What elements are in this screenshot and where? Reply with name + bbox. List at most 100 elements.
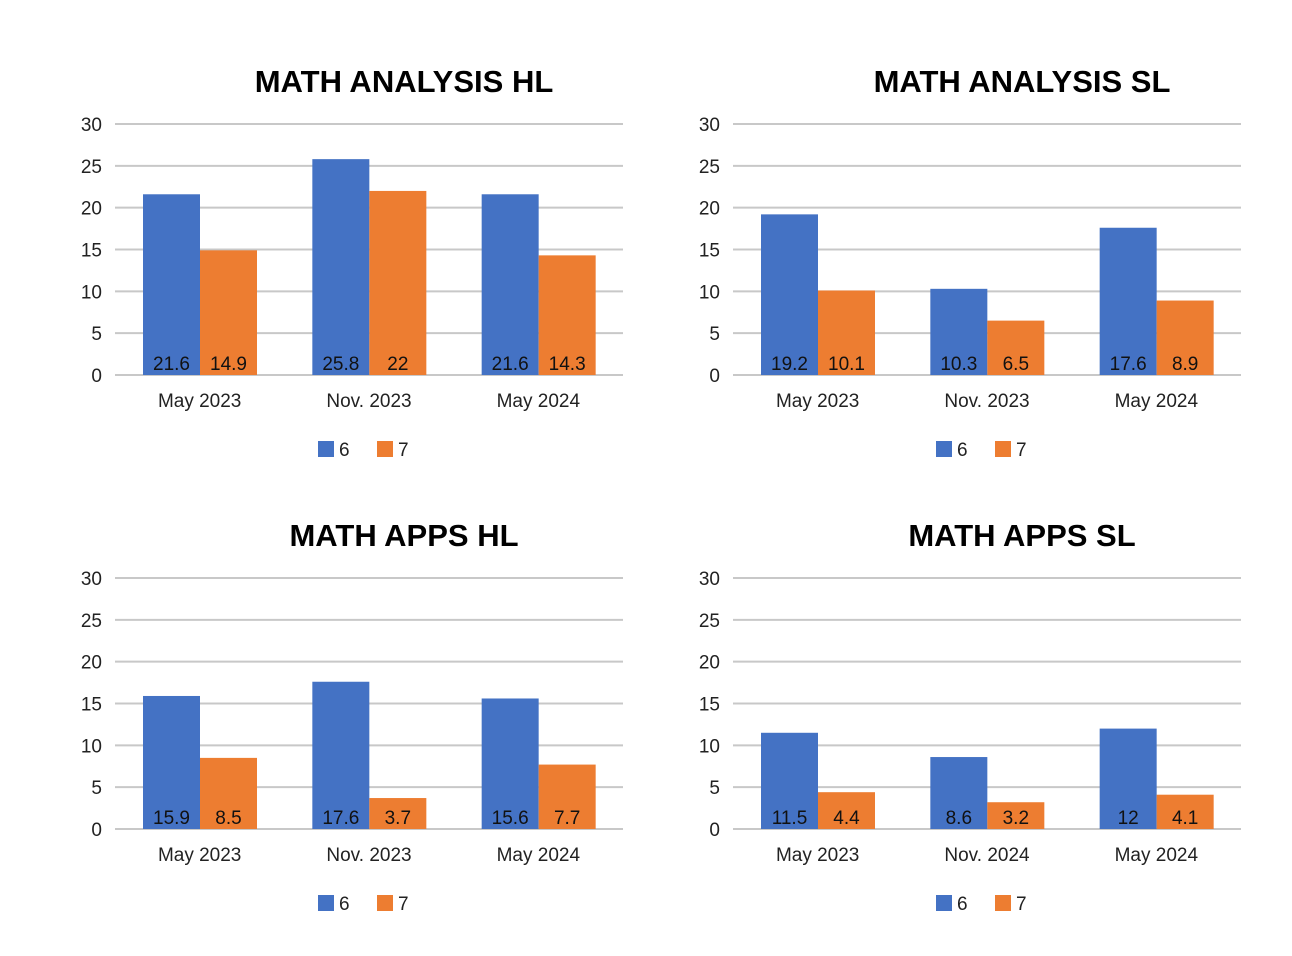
data-label: 8.9 xyxy=(1172,354,1198,375)
bar-six xyxy=(312,159,370,375)
bar-six xyxy=(930,288,988,375)
x-tick-label: May 2024 xyxy=(1115,391,1199,412)
bar-six xyxy=(761,732,818,829)
legend-swatch-7 xyxy=(995,895,1011,911)
data-label: 8.6 xyxy=(946,808,972,829)
y-tick-label: 20 xyxy=(699,199,720,220)
y-tick-label: 25 xyxy=(81,611,102,632)
x-tick-label: May 2023 xyxy=(776,845,859,866)
data-label: 21.6 xyxy=(153,354,190,375)
x-tick-label: May 2024 xyxy=(497,845,581,866)
bar-seven xyxy=(987,802,1045,829)
y-tick-label: 20 xyxy=(81,653,102,674)
y-tick-label: 15 xyxy=(699,241,720,262)
data-label: 15.6 xyxy=(492,808,529,829)
y-tick-label: 15 xyxy=(81,241,102,262)
bar-seven xyxy=(369,190,427,375)
x-tick-label: May 2024 xyxy=(1115,845,1199,866)
chart-math-analysis-sl: MATH ANALYSIS SL 0 5 10 15 20 25 30 May 2023 19.2… xyxy=(699,64,1241,461)
bar-seven xyxy=(369,798,427,829)
chart-title: MATH APPS SL xyxy=(908,518,1135,553)
data-label: 8.5 xyxy=(215,808,241,829)
legend-label: 6 xyxy=(957,894,968,915)
y-tick-label: 30 xyxy=(81,115,102,136)
legend-swatch-6 xyxy=(936,441,952,457)
x-tick-label: Nov. 2023 xyxy=(944,391,1029,412)
chart-math-analysis-hl: MATH ANALYSIS HL 0 5 10 15 20 25 30 May 2023 21.6… xyxy=(81,64,623,461)
data-label: 10.3 xyxy=(940,354,977,375)
chart-title: MATH ANALYSIS SL xyxy=(874,64,1171,99)
legend-swatch-7 xyxy=(995,441,1011,457)
y-tick-label: 25 xyxy=(699,157,720,178)
legend-label: 6 xyxy=(957,440,968,461)
y-tick-label: 10 xyxy=(699,282,720,303)
y-tick-label: 0 xyxy=(91,820,102,841)
y-tick-label: 10 xyxy=(699,736,720,757)
data-label: 4.1 xyxy=(1172,808,1198,829)
y-tick-label: 5 xyxy=(91,778,102,799)
y-tick-label: 0 xyxy=(91,366,102,387)
legend-label: 7 xyxy=(398,894,409,915)
data-label: 3.2 xyxy=(1003,808,1029,829)
bar-six xyxy=(481,194,539,375)
chart-math-apps-hl: MATH APPS HL 0 5 10 15 20 25 30 May 2023 15.9 8.5 N… xyxy=(81,518,623,915)
x-tick-label: May 2023 xyxy=(776,391,859,412)
legend-swatch-6 xyxy=(936,895,952,911)
legend-swatch-6 xyxy=(318,441,334,457)
legend-label: 6 xyxy=(339,440,350,461)
bar-six xyxy=(1099,728,1157,829)
y-tick-label: 5 xyxy=(709,778,720,799)
data-label: 12 xyxy=(1118,808,1139,829)
x-tick-label: May 2024 xyxy=(497,391,581,412)
data-label: 14.3 xyxy=(549,354,586,375)
data-label: 10.1 xyxy=(828,354,865,375)
data-label: 17.6 xyxy=(1110,354,1147,375)
bar-six xyxy=(143,695,200,829)
bar-six xyxy=(143,194,200,375)
y-tick-label: 0 xyxy=(709,820,720,841)
y-tick-label: 5 xyxy=(709,324,720,345)
bar-seven xyxy=(987,320,1045,375)
bar-six xyxy=(481,698,539,829)
y-tick-label: 20 xyxy=(699,653,720,674)
data-label: 6.5 xyxy=(1003,354,1029,375)
legend-swatch-7 xyxy=(377,895,393,911)
y-tick-label: 30 xyxy=(81,569,102,590)
legend-label: 7 xyxy=(398,440,409,461)
x-tick-label: Nov. 2023 xyxy=(326,845,411,866)
y-tick-label: 10 xyxy=(81,736,102,757)
y-tick-label: 25 xyxy=(699,611,720,632)
bar-seven xyxy=(200,757,257,829)
chart-math-apps-sl: MATH APPS SL 0 5 10 15 20 25 30 May 2023 11.5 4.4 N… xyxy=(699,518,1241,915)
bar-six xyxy=(312,681,370,829)
legend-label: 7 xyxy=(1016,440,1027,461)
data-label: 21.6 xyxy=(492,354,529,375)
bar-seven xyxy=(818,290,875,375)
y-tick-label: 0 xyxy=(709,366,720,387)
data-label: 14.9 xyxy=(210,354,247,375)
data-label: 17.6 xyxy=(322,808,359,829)
data-label: 19.2 xyxy=(771,354,808,375)
data-label: 25.8 xyxy=(322,354,359,375)
y-tick-label: 15 xyxy=(81,695,102,716)
y-tick-label: 30 xyxy=(699,115,720,136)
data-label: 11.5 xyxy=(772,808,808,829)
bar-seven xyxy=(538,255,596,375)
legend-label: 6 xyxy=(339,894,350,915)
y-tick-label: 25 xyxy=(81,157,102,178)
y-tick-label: 15 xyxy=(699,695,720,716)
legend-label: 7 xyxy=(1016,894,1027,915)
y-tick-label: 10 xyxy=(81,282,102,303)
bar-seven xyxy=(200,250,257,375)
data-label: 7.7 xyxy=(554,808,580,829)
bar-six xyxy=(930,757,988,829)
bar-seven xyxy=(1156,794,1214,829)
data-label: 4.4 xyxy=(833,808,860,829)
chart-title: MATH APPS HL xyxy=(289,518,518,553)
x-tick-label: May 2023 xyxy=(158,391,241,412)
bar-seven xyxy=(538,764,596,829)
x-tick-label: Nov. 2024 xyxy=(944,845,1030,866)
bar-six xyxy=(1099,227,1157,375)
bar-seven xyxy=(1156,300,1214,375)
data-label: 15.9 xyxy=(153,808,190,829)
